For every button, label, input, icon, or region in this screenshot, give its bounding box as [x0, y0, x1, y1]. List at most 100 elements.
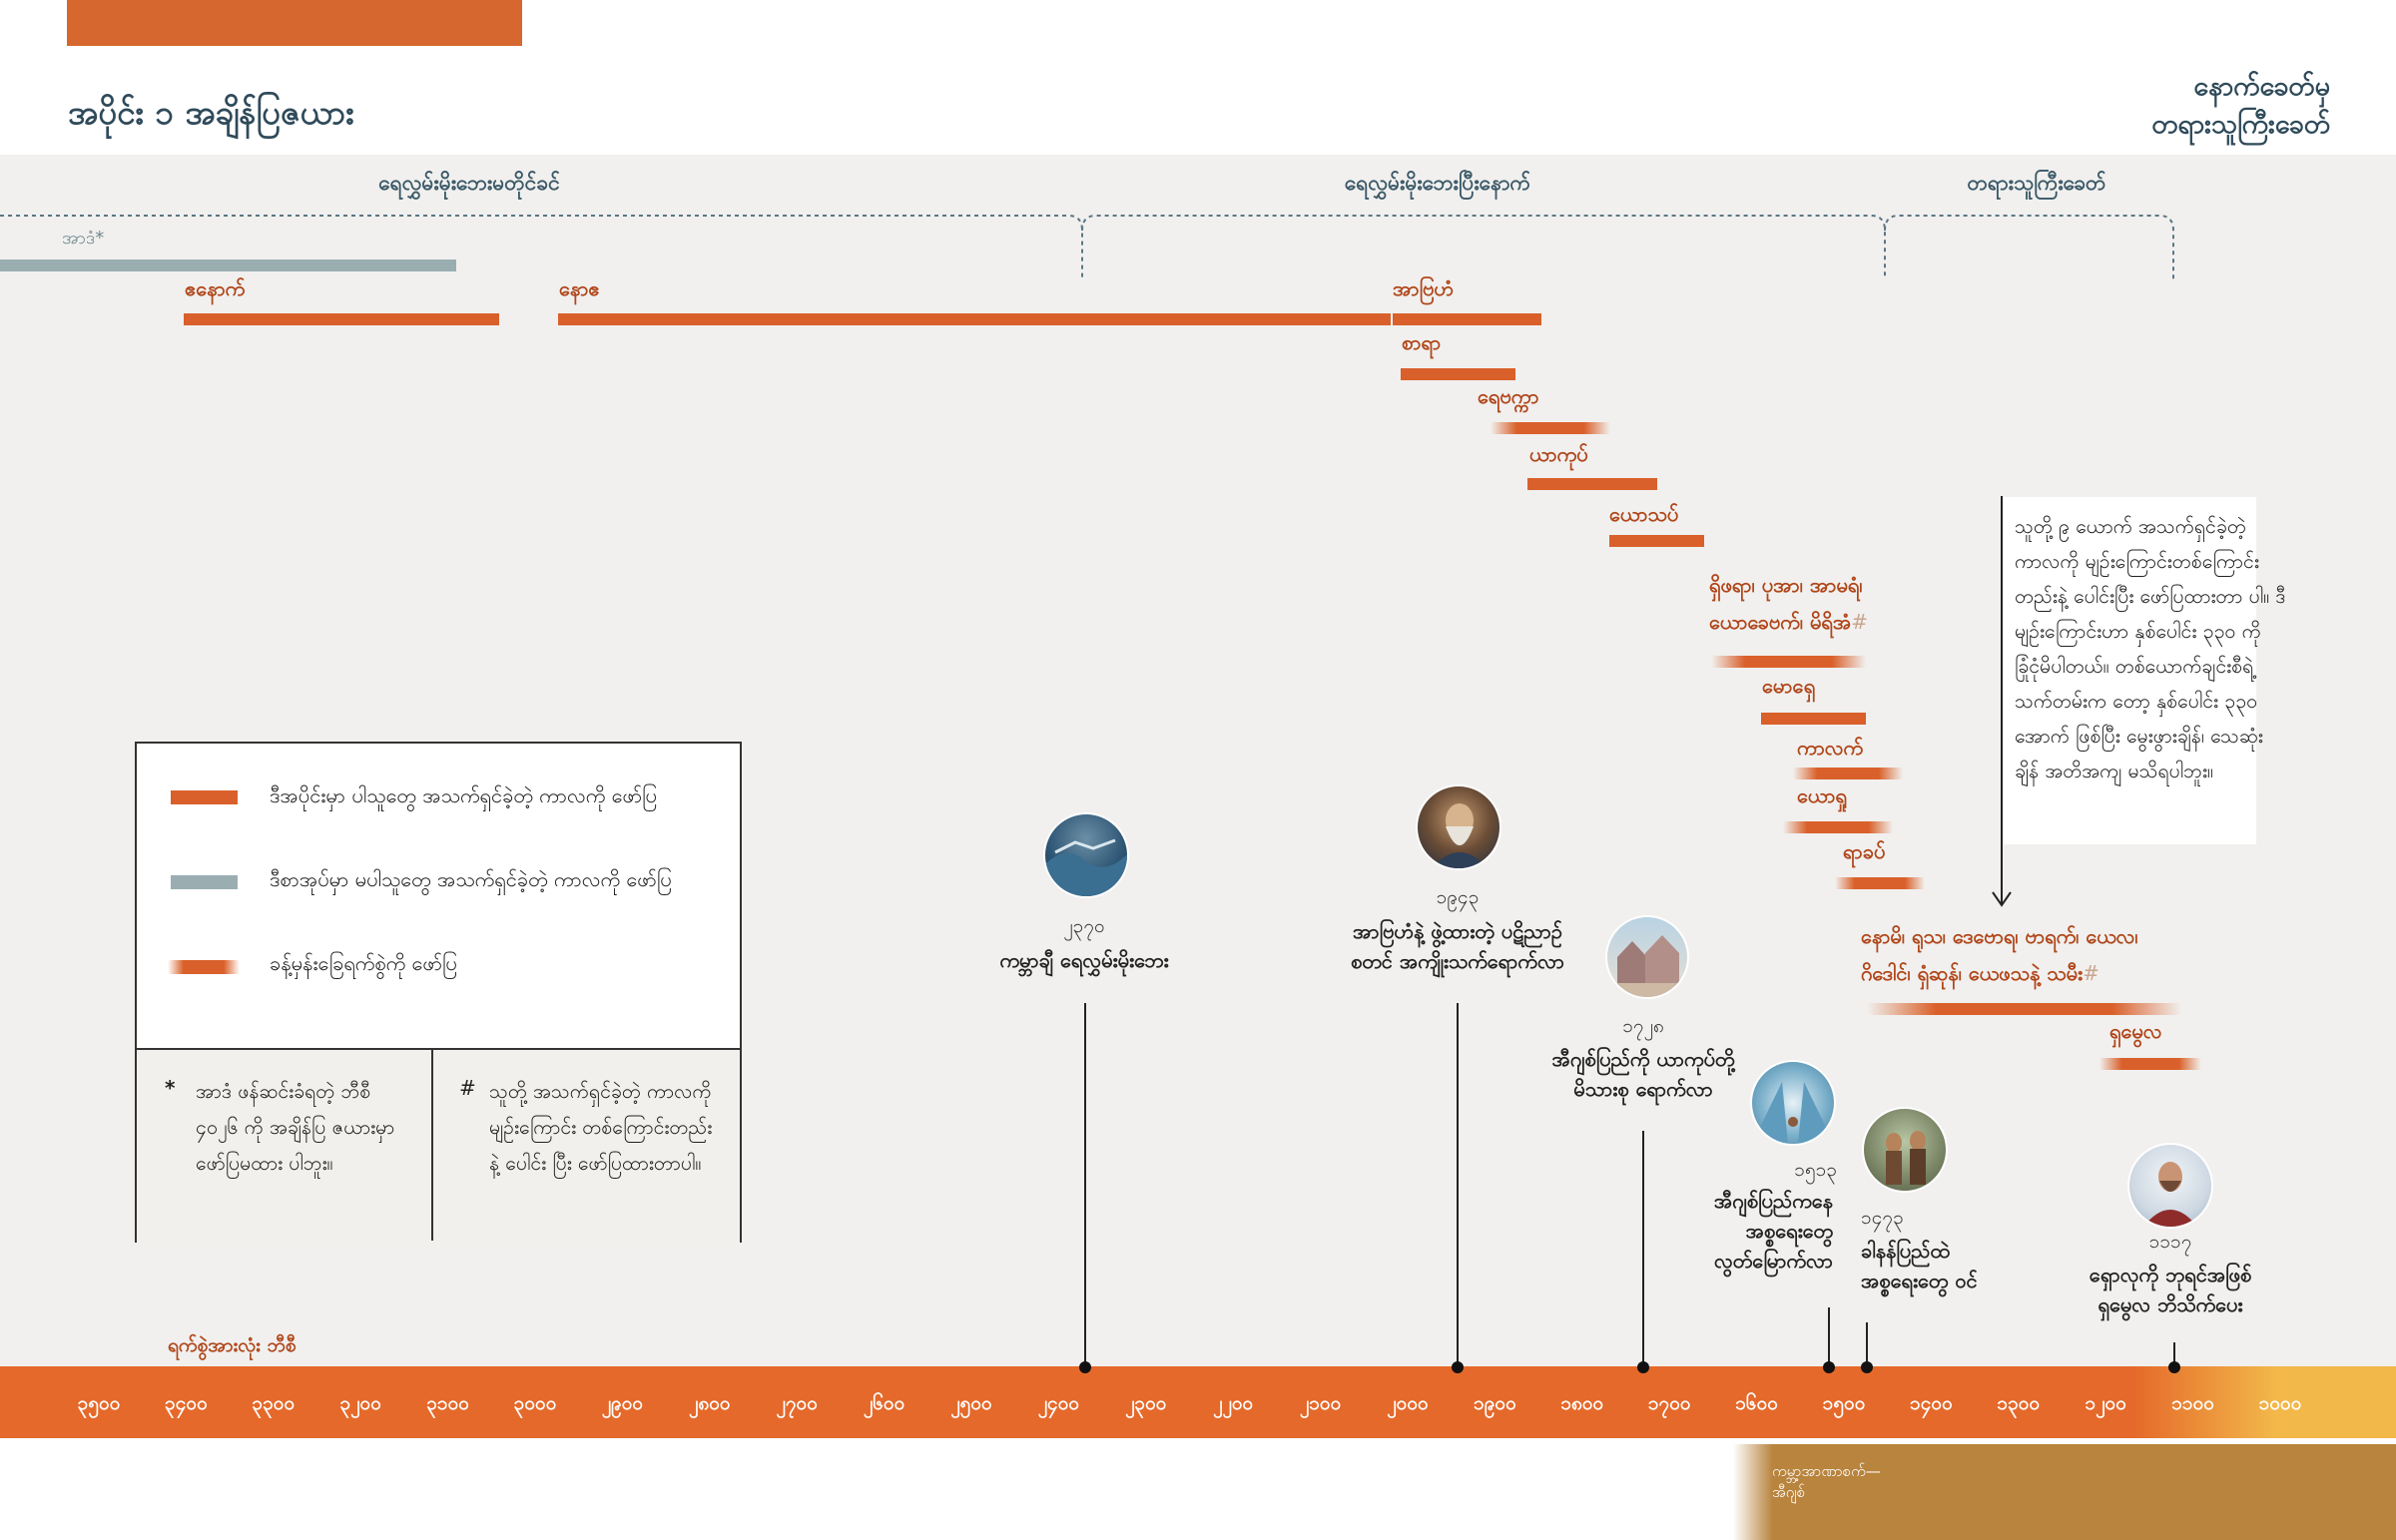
axis-tick-label: ၂၄၀၀ [1037, 1392, 1080, 1414]
axis-tick-label: ၃၄၀၀ [165, 1392, 208, 1414]
callout-arrow [1992, 496, 2012, 907]
axis-dot-covenant [1452, 1361, 1464, 1373]
label-jacob: ယာကုပ် [1529, 442, 1588, 466]
axis-tick-label: ၁၃၀၀ [1997, 1392, 2041, 1414]
page-title: အပိုင်း ၁ အချိန်ပြဇယား [68, 93, 354, 132]
shiphrah-line2: ယောခေဗက်၊ မိရိအံ [1709, 610, 1852, 634]
event-saul-text: ရှောလုကို ဘုရင်အဖြစ် ရှမွေလ ဘိသိက်ပေး [2041, 1260, 2300, 1319]
event-flood-line1: ကမ္ဘာချီ ရေလွှမ်းမိုးဘေး [999, 948, 1169, 972]
event-covenant-year: ၁၉၄၃ [1436, 886, 1480, 908]
event-exodus-text: အီဂျစ်ပြည်ကနေ အစ္စရေးတွေ လွတ်မြောက်လာ [1597, 1186, 1833, 1276]
flood-wave-icon [1045, 838, 1127, 896]
event-jacob-egypt-text: အီဂျစ်ပြည်ကို ယာကုပ်တို့ မိသားစု ရောက်လာ [1484, 1044, 1803, 1104]
event-covenant-text: အာဗြဟံနဲ့ ဖွဲ့ထားတဲ့ ပဋိညာဉ် စတင် အကျိုး… [1278, 916, 1637, 976]
legend-note-star: အာဒံ ဖန်ဆင်းခံရတဲ့ ဘီစီ ၄၀၂၆ ကို အချိန်ပ… [196, 1080, 395, 1175]
legend-swatch-gradient [168, 960, 240, 974]
axis-tick-label: ၁၁၀၀ [2171, 1392, 2214, 1414]
callout-text: သူတို့ ၉ ယောက် အသက်ရှင်ခဲ့တဲ့ ကာလကို မျဉ… [2015, 515, 2286, 782]
axis-tick-label: ၃၃၀၀ [252, 1392, 296, 1414]
bar-sarah [1401, 368, 1515, 380]
legend-notes-box [137, 1048, 740, 1243]
subtitle-line2: တရားသူကြီးခေတ် [2151, 109, 2330, 140]
hash-mark: # [1851, 610, 1868, 634]
legend-swatch-orange [171, 790, 238, 804]
stem-saul [2173, 1342, 2175, 1366]
bar-shiphrah-group [1711, 656, 1866, 668]
bar-samuel [2099, 1058, 2201, 1070]
adam-bar [0, 259, 456, 271]
axis-tick-label: ၃၅၀၀ [77, 1392, 121, 1414]
axis-tick-label: ၂၈၀၀ [689, 1392, 731, 1414]
hash-mark-2: # [2083, 961, 2099, 985]
event-jacob-egypt-line1: အီဂျစ်ပြည်ကို ယာကုပ်တို့ [1551, 1047, 1735, 1071]
footer-bar [1733, 1444, 2396, 1540]
legend-divider [431, 1048, 433, 1241]
callout-box [2002, 497, 2256, 844]
axis-tick-label: ၁၆၀၀ [1735, 1392, 1778, 1414]
label-rahab: ရာခပ် [1843, 839, 1886, 863]
event-saul-line1: ရှောလုကို ဘုရင်အဖြစ် [2089, 1263, 2252, 1286]
period-pre-flood: ရေလွှမ်းမိုးဘေးမတိုင်ခင် [378, 171, 560, 195]
egypt-buildings-illustration [1605, 915, 1689, 999]
top-decor-strip [67, 0, 522, 46]
axis-tick-label: ၁၂၀၀ [2085, 1392, 2126, 1414]
axis-tick-label: ၂၀၀၀ [1387, 1392, 1429, 1414]
canaan-illustration [1862, 1107, 1948, 1193]
axis-tick-label: ၂၂၀၀ [1213, 1392, 1254, 1414]
event-exodus-line3: လွတ်မြောက်လာ [1713, 1249, 1833, 1273]
bar-rebekah [1491, 422, 1610, 434]
axis-tick-label: ၂၆၀၀ [863, 1392, 905, 1414]
label-rebekah: ရေဗက္ကာ [1478, 384, 1539, 408]
footer-text: ကမ္ဘာ့အာဏာစက်— အီဂျစ် [1772, 1461, 1881, 1503]
label-naomi-group: နောမိ၊ ရုသ၊ ဒေဗောရ၊ ဗာရက်၊ ယေလ၊ ဂိဒေါင်၊… [1861, 918, 2138, 992]
bar-abraham [1393, 313, 1541, 325]
event-canaan-line1: ခါနန်ပြည်ထဲ [1861, 1239, 1950, 1263]
legend-item1: ဒီအပိုင်းမှာ ပါသူတွေ အသက်ရှင်ခဲ့တဲ့ ကာလက… [270, 783, 657, 807]
event-jacob-egypt-line2: မိသားစု ရောက်လာ [1573, 1077, 1713, 1101]
event-covenant-line2: စတင် အကျိုးသက်ရောက်လာ [1351, 949, 1564, 973]
event-exodus-line1: အီဂျစ်ပြည်ကနေ [1713, 1189, 1833, 1213]
axis-caption: ရက်စွဲအားလုံး ဘီစီ [168, 1334, 297, 1356]
legend-star-symbol: * [165, 1076, 176, 1100]
axis-tick-label: ၃၁၀၀ [426, 1392, 469, 1414]
legend-hash-symbol: # [459, 1076, 476, 1100]
abraham-illustration [1416, 784, 1501, 870]
event-jacob-egypt-year: ၁၇၂၈ [1622, 1015, 1664, 1037]
event-flood-text: ကမ္ဘာချီ ရေလွှမ်းမိုးဘေး [875, 945, 1294, 975]
shiphrah-line1: ရှိဖရာ၊ ပုအာ၊ အာမရံ၊ [1709, 573, 1863, 597]
axis-dot-jacob-egypt [1637, 1361, 1649, 1373]
axis-tick-label: ၂၃၀၀ [1125, 1392, 1167, 1414]
legend-item3: ခန့်မှန်းခြေရက်စွဲကို ဖော်ပြ [270, 951, 457, 975]
red-sea-icon [1752, 1082, 1834, 1144]
axis-tick-label: ၁၈၀၀ [1560, 1392, 1604, 1414]
flood-illustration [1043, 812, 1129, 898]
label-moses: မောရှေ [1762, 674, 1816, 698]
label-sarah: စာရာ [1402, 330, 1442, 354]
axis-tick-label: ၂၅၀၀ [950, 1392, 992, 1414]
axis-tick-label: ၂၁၀၀ [1299, 1392, 1342, 1414]
axis-dot-flood [1079, 1361, 1091, 1373]
legend-item2: ဒီစာအုပ်မှာ မပါသူတွေ အသက်ရှင်ခဲ့တဲ့ ကာလက… [270, 867, 672, 891]
top-right-subtitle: နောက်ခေတ်မှ တရားသူကြီးခေတ် [2151, 68, 2330, 144]
period-post-flood: ရေလွှမ်းမိုးဘေးပြီးနောက် [1344, 171, 1531, 195]
bar-joseph [1609, 535, 1704, 547]
event-saul-year: ၁၁၁၇ [2148, 1231, 2192, 1253]
label-caleb: ကာလက် [1797, 736, 1864, 760]
label-shiphrah-group: ရှိဖရာ၊ ပုအာ၊ အာမရံ၊ ယောခေဗက်၊ မိရိအံ# [1709, 567, 1868, 641]
axis-tick-label: ၁၉၀၀ [1474, 1392, 1516, 1414]
label-enoch: ဧနောက် [185, 276, 246, 300]
event-saul-line2: ရှမွေလ ဘိသိက်ပေး [2097, 1292, 2243, 1316]
bar-enoch [184, 313, 499, 325]
axis-tick-label: ၃၂၀၀ [339, 1392, 381, 1414]
axis-tick-label: ၁၄၀၀ [1910, 1392, 1953, 1414]
label-joshua: ယောရှု [1797, 783, 1847, 807]
bar-caleb [1793, 768, 1903, 779]
event-exodus-line2: အစ္စရေးတွေ [1745, 1219, 1833, 1243]
saul-figure-icon [2143, 1162, 2197, 1227]
axis-tick-label: ၂၉၀၀ [601, 1392, 644, 1414]
bar-jacob [1527, 478, 1657, 490]
label-noah: နောဧ [559, 276, 600, 300]
bar-joshua [1783, 821, 1893, 833]
spies-figures-icon [1886, 1131, 1926, 1185]
label-abraham: အာဗြဟံ [1393, 276, 1454, 300]
